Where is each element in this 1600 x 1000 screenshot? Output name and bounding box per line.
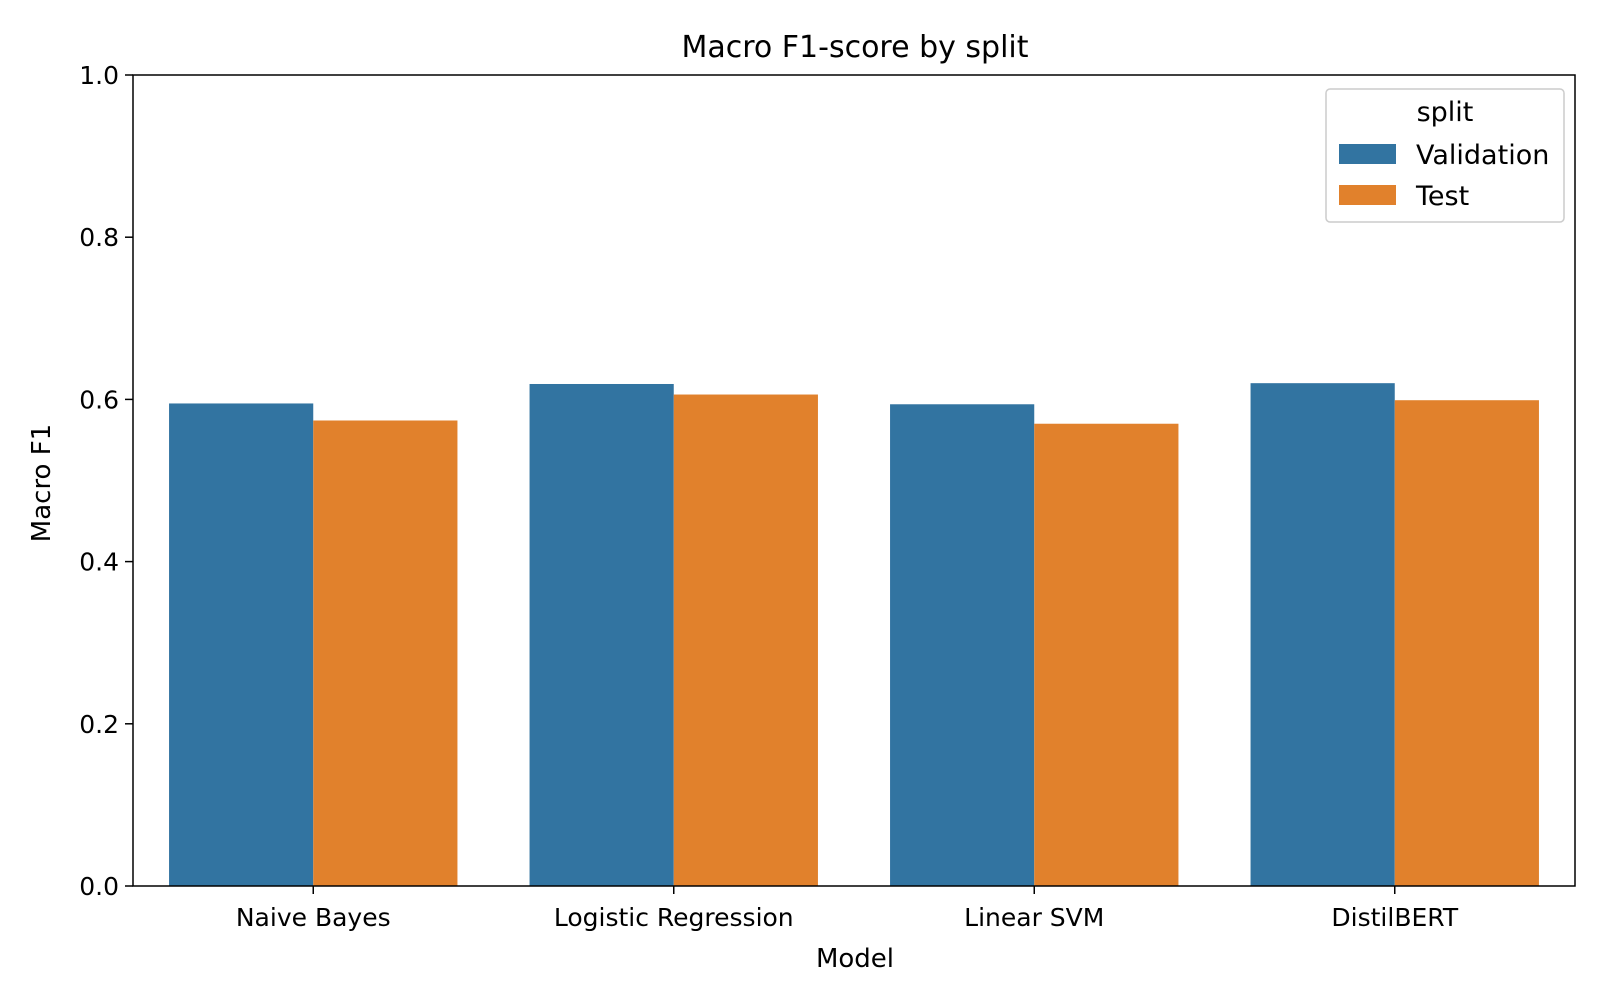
x-tick-label: DistilBERT [1331,903,1458,932]
x-tick-label: Linear SVM [964,903,1104,932]
legend-swatch-validation [1339,144,1396,164]
bar-test-2 [1034,423,1179,886]
legend-swatch-test [1339,185,1396,205]
y-tick-label: 0.6 [79,385,119,414]
plot-frame [132,74,1576,887]
legend-label-validation: Validation [1416,140,1549,171]
y-tick-label: 0.0 [79,872,119,901]
legend: split Validation Test [1325,88,1565,223]
legend-title: split [1417,97,1474,128]
y-axis-label: Macro F1 [27,424,57,542]
plot-area: Naive Bayes Logistic Regression Linear SVM… [79,61,1576,932]
y-tick-label: 1.0 [79,61,119,90]
legend-label-test: Test [1415,181,1469,212]
chart-title: Macro F1-score by split [681,30,1028,65]
bar-test-3 [1394,400,1539,886]
x-tick-label: Naive Bayes [236,903,391,932]
bar-validation-1 [529,383,674,886]
y-tick-label: 0.2 [79,710,119,739]
y-tick-label: 0.8 [79,223,119,252]
bar-validation-2 [890,404,1035,886]
bar-test-1 [673,394,818,886]
bar-test-0 [313,420,458,886]
x-axis-label: Model [816,944,894,974]
bar-validation-0 [169,403,314,886]
x-tick-label: Logistic Regression [554,903,794,932]
y-tick-label: 0.4 [79,548,119,577]
bar-validation-3 [1250,383,1395,886]
